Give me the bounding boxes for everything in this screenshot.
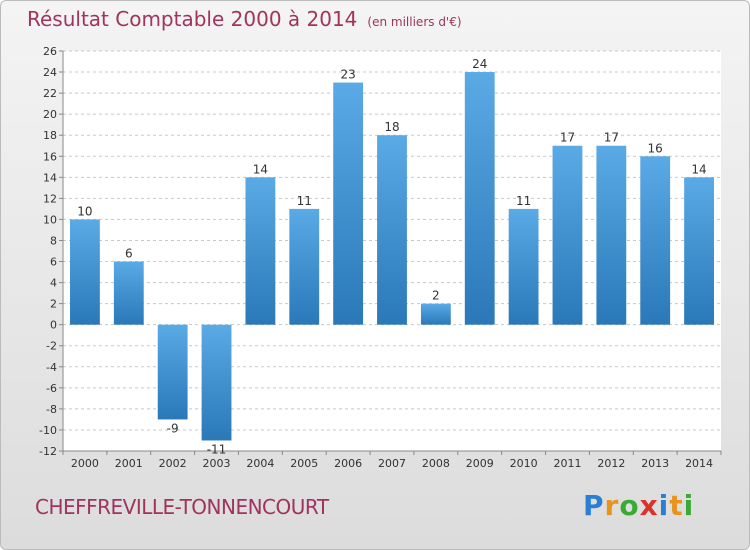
bar: [70, 219, 100, 325]
x-tick-label: 2012: [597, 457, 625, 470]
chart-title: Résultat Comptable 2000 à 2014 (en millie…: [27, 7, 462, 31]
title-text: Résultat Comptable 2000 à 2014: [27, 7, 358, 31]
y-tick-label: -10: [39, 424, 57, 437]
data-label: 23: [340, 68, 355, 82]
y-tick-label: 24: [43, 66, 57, 79]
logo-letter: x: [639, 489, 659, 522]
logo-letter: r: [604, 489, 620, 522]
logo-letter: t: [669, 489, 684, 522]
bar: [552, 145, 583, 325]
data-label: -9: [167, 421, 179, 435]
bar: [201, 324, 232, 441]
y-tick-label: 2: [50, 298, 57, 311]
unit-note: (en milliers d'€): [367, 15, 462, 29]
bar: [245, 177, 276, 325]
data-label: 24: [472, 57, 487, 71]
proxiti-logo: Proxiti: [583, 489, 694, 522]
y-tick-label: 14: [43, 171, 57, 184]
y-tick-label: 26: [43, 45, 57, 58]
x-tick-label: 2007: [378, 457, 406, 470]
commune-name: CHEFFREVILLE-TONNENCOURT: [35, 495, 329, 519]
bar: [377, 135, 407, 325]
bar: [508, 208, 539, 325]
data-label: 14: [691, 162, 706, 176]
x-tick-label: 2013: [641, 457, 669, 470]
data-label: 14: [253, 162, 268, 176]
x-tick-label: 2000: [71, 457, 99, 470]
bar: [596, 145, 627, 325]
x-tick-label: 2001: [115, 457, 143, 470]
y-tick-label: 18: [43, 129, 57, 142]
data-label: 10: [77, 204, 92, 218]
bar: [157, 324, 188, 420]
y-tick-label: -2: [46, 340, 57, 353]
bar: [464, 72, 495, 325]
x-tick-label: 2006: [334, 457, 362, 470]
y-tick-label: 22: [43, 87, 57, 100]
y-tick-label: -8: [46, 403, 57, 416]
x-tick-label: 2004: [246, 457, 274, 470]
bar: [333, 82, 364, 325]
data-label: 2: [432, 289, 440, 303]
x-tick-label: 2011: [553, 457, 581, 470]
bar: [113, 261, 144, 325]
x-tick-label: 2008: [422, 457, 450, 470]
data-label: 16: [648, 141, 663, 155]
data-label: 11: [297, 194, 312, 208]
bar: [640, 156, 671, 325]
bar: [420, 303, 451, 325]
data-label: -11: [207, 442, 227, 456]
x-tick-label: 2003: [203, 457, 231, 470]
x-tick-label: 2010: [510, 457, 538, 470]
y-tick-label: 16: [43, 150, 57, 163]
y-tick-label: 12: [43, 192, 57, 205]
logo-letter: o: [619, 489, 640, 522]
data-label: 17: [560, 131, 575, 145]
data-label: 6: [125, 247, 133, 261]
logo-letter: i: [683, 489, 695, 522]
data-label: 17: [604, 131, 619, 145]
bar: [289, 208, 320, 325]
data-label: 18: [384, 120, 399, 134]
x-tick-label: 2002: [159, 457, 187, 470]
logo-letter: i: [658, 489, 670, 522]
y-tick-label: 20: [43, 108, 57, 121]
data-label: 11: [516, 194, 531, 208]
bar: [684, 177, 714, 325]
logo-letter: P: [583, 489, 605, 522]
y-tick-label: 0: [50, 319, 57, 332]
y-tick-label: -6: [46, 382, 57, 395]
y-tick-label: -12: [39, 445, 57, 458]
x-tick-label: 2009: [466, 457, 494, 470]
y-tick-label: 8: [50, 234, 57, 247]
y-tick-label: -4: [46, 361, 57, 374]
y-tick-label: 6: [50, 256, 57, 269]
y-tick-label: 4: [50, 277, 57, 290]
x-tick-label: 2014: [685, 457, 713, 470]
x-tick-label: 2005: [290, 457, 318, 470]
y-tick-label: 10: [43, 213, 57, 226]
